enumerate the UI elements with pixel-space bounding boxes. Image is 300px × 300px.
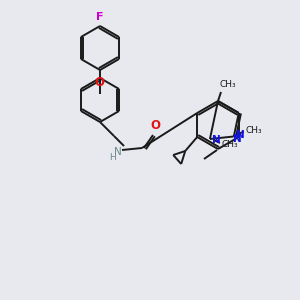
Text: F: F — [96, 12, 104, 22]
Text: CH₃: CH₃ — [222, 140, 238, 149]
Text: N: N — [212, 135, 221, 145]
Text: H: H — [109, 152, 116, 161]
Text: O: O — [150, 119, 160, 132]
Text: N: N — [236, 130, 244, 140]
Text: CH₃: CH₃ — [220, 80, 237, 89]
Text: N: N — [233, 134, 242, 144]
Text: O: O — [94, 76, 104, 88]
Text: CH₃: CH₃ — [246, 126, 262, 135]
Text: N: N — [114, 147, 122, 157]
